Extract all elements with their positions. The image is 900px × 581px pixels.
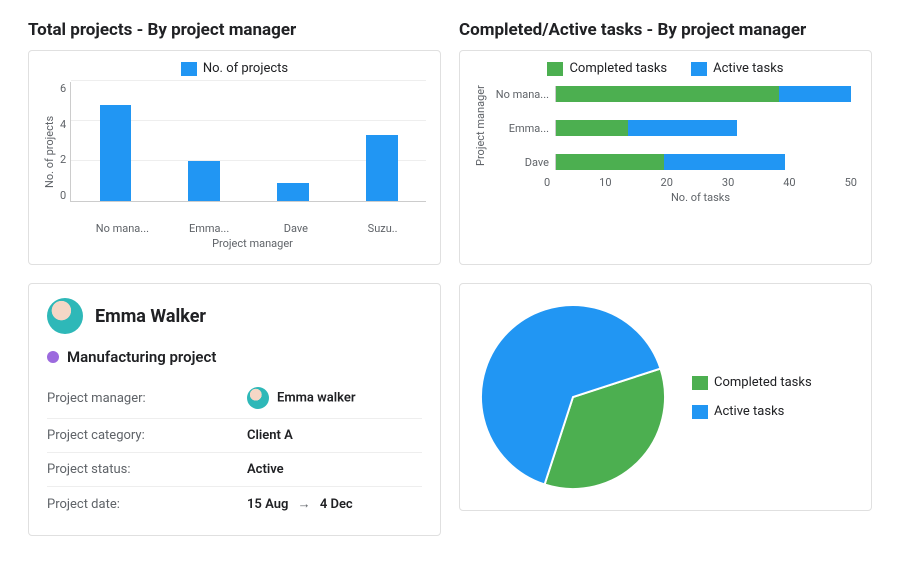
panel-pie: Completed tasks Active tasks: [459, 283, 872, 536]
legend-label: No. of projects: [203, 61, 288, 76]
panel-title: Completed/Active tasks - By project mana…: [459, 20, 872, 40]
row-label: No mana...: [491, 88, 555, 101]
legend-swatch: [181, 62, 197, 76]
stacked-row: No mana...: [491, 86, 857, 102]
y-axis-label: No. of projects: [43, 82, 56, 222]
detail-card: Emma Walker Manufacturing project Projec…: [28, 283, 441, 536]
segment-completed: [556, 86, 779, 102]
field-label: Project status:: [47, 462, 247, 477]
stacked-chart-card: Completed tasks Active tasks Project mana…: [459, 50, 872, 265]
legend-label: Completed tasks: [714, 375, 812, 390]
manager-name: Emma walker: [277, 390, 356, 405]
x-axis-ticks: 01020304050: [544, 176, 857, 189]
segment-active: [664, 154, 784, 170]
y-axis-ticks: 6420: [60, 82, 70, 202]
panel-completed-active: Completed/Active tasks - By project mana…: [459, 20, 872, 265]
arrow-right-icon: →: [298, 497, 311, 512]
row-date: Project date: 15 Aug → 4 Dec: [47, 487, 422, 521]
avatar-icon: [247, 387, 269, 409]
date-start: 15 Aug: [247, 497, 288, 512]
row-label: Dave: [491, 156, 555, 169]
segment-active: [628, 120, 736, 136]
legend-item: Active tasks: [691, 61, 783, 76]
field-value: Emma walker: [247, 387, 356, 409]
project-name: Manufacturing project: [67, 348, 216, 366]
stacked-row: Dave: [491, 154, 857, 170]
legend-swatch: [547, 62, 563, 76]
person-header: Emma Walker: [47, 298, 422, 334]
bar-track: [555, 86, 857, 102]
legend-item: Completed tasks: [692, 375, 812, 390]
legend-swatch: [691, 62, 707, 76]
pie-chart: [478, 302, 668, 492]
panel-total-projects: Total projects - By project manager No. …: [28, 20, 441, 265]
panel-title: Total projects - By project manager: [28, 20, 441, 40]
segment-completed: [556, 154, 664, 170]
field-label: Project category:: [47, 428, 247, 443]
field-label: Project manager:: [47, 391, 247, 406]
field-value: Client A: [247, 428, 293, 443]
pie-legend: Completed tasks Active tasks: [692, 375, 812, 419]
stacked-row: Emma...: [491, 120, 857, 136]
pie-card: Completed tasks Active tasks: [459, 283, 872, 511]
row-status: Project status: Active: [47, 453, 422, 487]
project-row: Manufacturing project: [47, 348, 422, 366]
legend: Completed tasks Active tasks: [474, 61, 857, 76]
project-color-dot: [47, 351, 59, 363]
bar: [188, 161, 220, 201]
legend-swatch: [692, 405, 708, 419]
person-name: Emma Walker: [95, 306, 206, 327]
x-axis-ticks: No mana...Emma...DaveSuzu..: [79, 222, 426, 235]
bar: [366, 135, 398, 201]
bar-track: [555, 154, 857, 170]
date-end: 4 Dec: [320, 497, 353, 512]
legend-item: Active tasks: [692, 404, 812, 419]
legend: No. of projects: [43, 61, 426, 76]
row-manager: Project manager: Emma walker: [47, 378, 422, 419]
field-value: Active: [247, 462, 284, 477]
legend-label: Active tasks: [714, 404, 784, 419]
bar: [100, 105, 132, 201]
bar-chart-card: No. of projects No. of projects 6420 No …: [28, 50, 441, 265]
segment-completed: [556, 120, 628, 136]
x-axis-label: No. of tasks: [544, 191, 857, 204]
y-axis-label: Project manager: [474, 82, 487, 170]
bar-plot-area: [70, 82, 426, 202]
bar: [277, 183, 309, 201]
field-value: 15 Aug → 4 Dec: [247, 496, 353, 512]
row-label: Emma...: [491, 122, 555, 135]
avatar-icon: [47, 298, 83, 334]
legend-label: Active tasks: [713, 61, 783, 76]
stacked-rows: No mana... Emma... Dave: [491, 82, 857, 170]
legend-label: Completed tasks: [569, 61, 667, 76]
x-axis-label: Project manager: [79, 237, 426, 250]
legend-item: No. of projects: [181, 61, 288, 76]
legend-swatch: [692, 376, 708, 390]
segment-active: [779, 86, 851, 102]
panel-project-detail: Emma Walker Manufacturing project Projec…: [28, 283, 441, 536]
row-category: Project category: Client A: [47, 419, 422, 453]
bar-track: [555, 120, 857, 136]
field-label: Project date:: [47, 497, 247, 512]
legend-item: Completed tasks: [547, 61, 667, 76]
